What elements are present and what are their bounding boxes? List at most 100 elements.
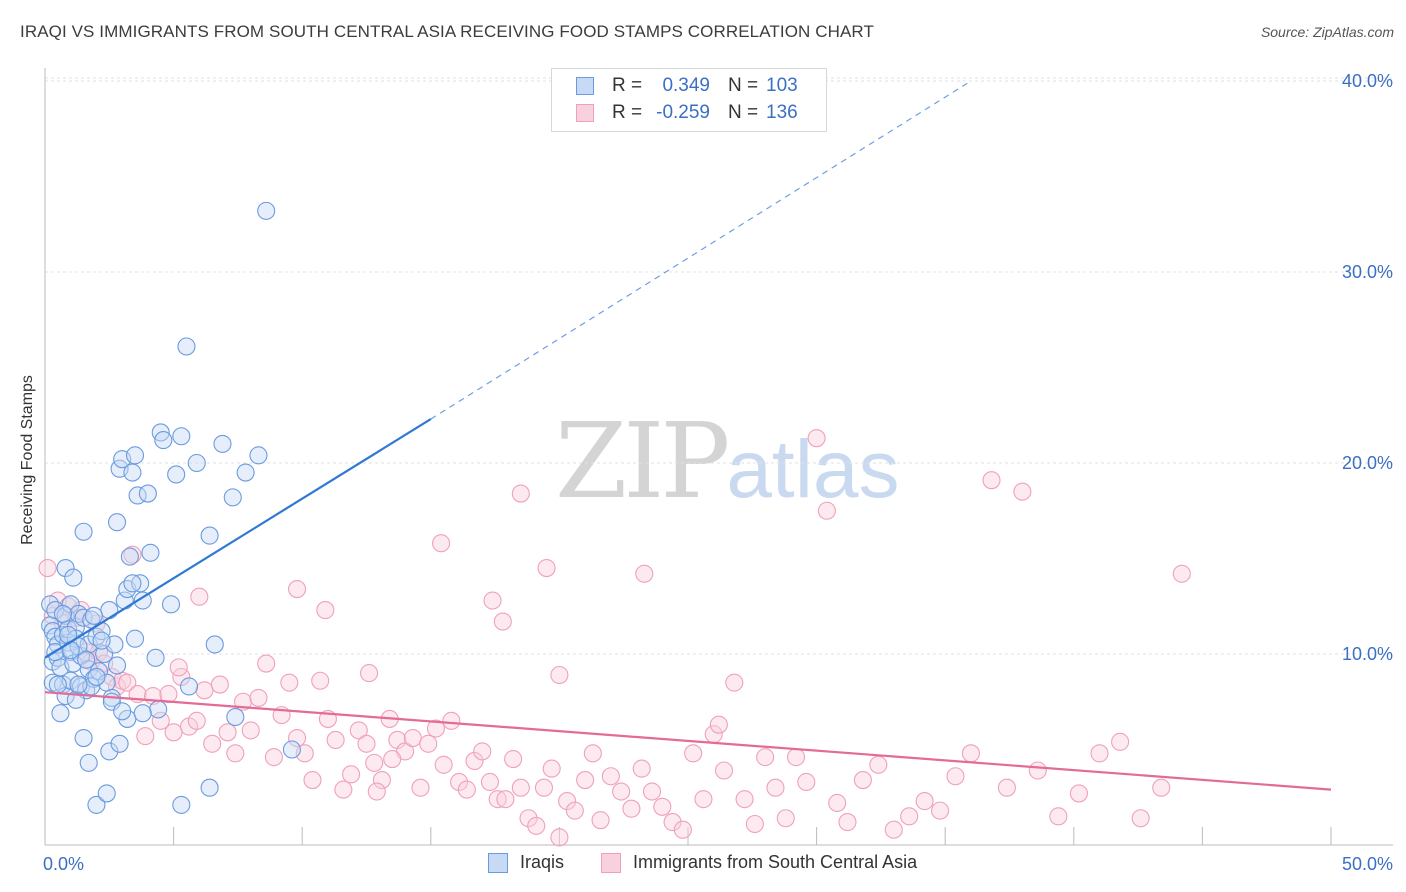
point-immigrants (403, 728, 422, 748)
point-immigrants (807, 429, 826, 448)
point-immigrants (1111, 732, 1130, 751)
point-iraqis (149, 700, 168, 719)
point-immigrants (411, 778, 430, 797)
point-immigrants (118, 673, 137, 692)
point-iraqis (205, 635, 224, 654)
point-iraqis (167, 465, 186, 484)
point-iraqis (138, 484, 157, 503)
point-immigrants (210, 675, 229, 694)
point-iraqis (213, 434, 232, 453)
point-iraqis (48, 675, 67, 694)
series-legend: Iraqis Immigrants from South Central Asi… (0, 852, 1406, 876)
point-immigrants (756, 748, 775, 767)
trend-line-iraqis-extension (430, 80, 972, 420)
point-immigrants (694, 790, 713, 809)
point-iraqis (177, 337, 196, 356)
point-immigrants (264, 748, 283, 767)
immigrants-swatch (576, 104, 594, 122)
point-immigrants (511, 778, 530, 797)
y-tick-label: 30.0% (1342, 262, 1393, 282)
point-iraqis (146, 648, 165, 667)
point-immigrants (169, 658, 188, 677)
point-immigrants (1013, 482, 1032, 501)
point-iraqis (87, 667, 106, 686)
r-value: 0.349 (662, 75, 710, 96)
tick-labels: 10.0% 20.0% 30.0% 40.0% 0.0% 50.0% (43, 71, 1393, 874)
point-iraqis (179, 677, 199, 696)
point-immigrants (303, 771, 322, 790)
point-immigrants (622, 799, 641, 818)
trend-lines (44, 80, 1332, 791)
trend-line-immigrants (44, 691, 1332, 791)
point-iraqis (123, 574, 142, 593)
point-immigrants (151, 711, 170, 730)
point-immigrants (504, 749, 523, 769)
point-immigrants (288, 580, 307, 599)
n-value: 103 (766, 75, 798, 96)
point-immigrants (442, 711, 461, 730)
iraqis-swatch (488, 852, 508, 873)
point-immigrants (434, 755, 453, 774)
n-key: N = (728, 102, 759, 123)
point-immigrants (565, 801, 584, 820)
point-iraqis (107, 656, 127, 675)
legend-row-immigrants: R = -0.259 N = 136 (576, 100, 798, 126)
point-immigrants (365, 753, 384, 772)
point-immigrants (612, 782, 631, 801)
point-immigrants (226, 744, 245, 763)
point-immigrants (190, 587, 209, 606)
y-tick-label: 40.0% (1342, 71, 1393, 91)
gridlines (45, 77, 1393, 655)
point-immigrants (367, 782, 386, 801)
point-immigrants (900, 807, 919, 826)
point-immigrants (961, 744, 980, 763)
point-immigrants (828, 793, 847, 813)
point-immigrants (653, 797, 672, 816)
point-iraqis (282, 740, 301, 759)
point-iraqis (172, 427, 191, 446)
watermark-atlas: atlas (726, 424, 900, 515)
point-immigrants (311, 671, 330, 690)
trend-line-iraqis (44, 418, 432, 659)
point-immigrants (709, 715, 728, 734)
point-immigrants (673, 820, 692, 839)
point-iraqis (87, 795, 106, 814)
point-immigrants (457, 780, 476, 799)
point-immigrants (1090, 744, 1109, 763)
point-immigrants (931, 801, 950, 820)
point-iraqis (223, 488, 242, 507)
point-immigrants (915, 792, 934, 811)
point-iraqis (53, 604, 73, 623)
point-immigrants (195, 681, 214, 700)
point-iraqis (74, 522, 93, 541)
point-iraqis (236, 463, 255, 482)
point-immigrants (218, 723, 237, 742)
point-immigrants (349, 721, 368, 740)
point-iraqis (79, 753, 98, 772)
watermark-zip: ZIP (555, 400, 730, 522)
point-immigrants (997, 778, 1016, 797)
point-immigrants (488, 790, 507, 809)
point-immigrants (550, 828, 569, 847)
point-iraqis (69, 675, 88, 694)
point-immigrants (632, 759, 651, 778)
point-immigrants (745, 814, 764, 834)
point-immigrants (527, 816, 546, 835)
point-iraqis (131, 574, 150, 593)
point-immigrants (257, 654, 276, 673)
point-immigrants (797, 772, 816, 792)
point-iraqis (125, 629, 145, 648)
point-iraqis (257, 201, 276, 220)
point-immigrants (372, 771, 391, 790)
point-immigrants (342, 765, 361, 784)
point-immigrants (735, 790, 754, 809)
point-immigrants (583, 744, 602, 763)
point-iraqis (187, 453, 206, 473)
point-iraqis (154, 431, 173, 450)
point-immigrants (550, 665, 569, 685)
n-value: 136 (766, 102, 798, 123)
point-immigrants (280, 673, 299, 692)
point-immigrants (164, 723, 183, 742)
r-key: R = (612, 75, 643, 96)
point-immigrants (725, 673, 744, 692)
